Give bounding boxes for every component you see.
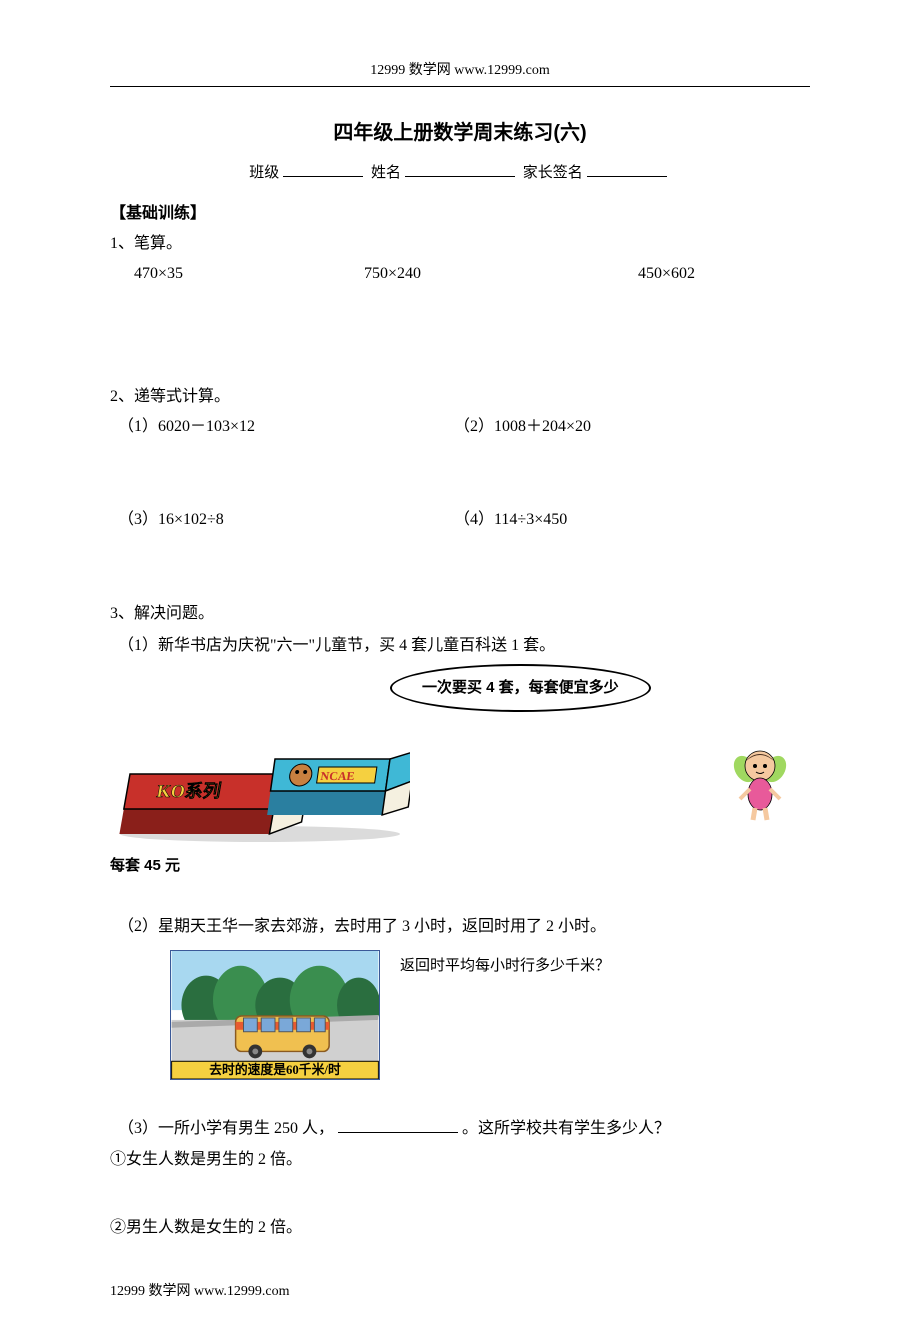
footer-site: 12999 数学网 www.12999.com [110, 1281, 810, 1303]
q3-3-blank[interactable] [338, 1132, 458, 1133]
price-label: 每套 45 元 [110, 854, 810, 878]
q3-2-question: 返回时平均每小时行多少千米？ [400, 950, 610, 978]
q2-item-3: （3）16×102÷8 [110, 507, 450, 533]
info-line: 班级 姓名 家长签名 [110, 161, 810, 185]
workspace-q3-3a [110, 1179, 810, 1209]
q1-item-3: 450×602 [638, 261, 695, 287]
workspace-q3-1 [110, 878, 810, 908]
q3-3-text: （3）一所小学有男生 250 人， 。这所学校共有学生多少人？ [110, 1116, 810, 1142]
bus-scene-icon: 去时的速度是60千米/时 [170, 950, 380, 1080]
q3-3-prefix: （3）一所小学有男生 250 人， [118, 1120, 334, 1137]
workspace-q1 [110, 290, 810, 380]
page-title: 四年级上册数学周末练习(六) [110, 117, 810, 149]
q1-item-1: 470×35 [110, 261, 360, 287]
bubble-text: 一次要买 4 套，每套便宜多少 [422, 679, 619, 696]
q3-3-opt2: ②男生人数是女生的 2 倍。 [110, 1215, 810, 1241]
q2-row-1: （1）6020－103×12 （2）1008＋204×20 [110, 414, 810, 440]
q1-items: 470×35 750×240 450×602 [110, 261, 810, 287]
sign-label: 家长签名 [523, 165, 583, 181]
q2-item-4: （4）114÷3×450 [454, 507, 567, 533]
svg-text:KO系列: KO系列 [155, 781, 222, 801]
books-figure-row: KO系列 NCAE [110, 724, 810, 844]
svg-text:NCAE: NCAE [320, 769, 356, 783]
q3-3-suffix: 。这所学校共有学生多少人？ [462, 1120, 670, 1137]
section-basic-training: 【基础训练】 [110, 201, 810, 227]
name-label: 姓名 [371, 165, 401, 181]
q2-row-2: （3）16×102÷8 （4）114÷3×450 [110, 507, 810, 533]
q2-item-2: （2）1008＋204×20 [454, 414, 591, 440]
name-blank[interactable] [405, 176, 515, 177]
bus-caption: 去时的速度是60千米/时 [209, 1062, 341, 1077]
q1-item-2: 750×240 [364, 261, 634, 287]
q3-label: 3、解决问题。 [110, 601, 810, 627]
class-label: 班级 [249, 165, 279, 181]
q2-label: 2、递等式计算。 [110, 384, 810, 410]
header-site: 12999 数学网 www.12999.com [110, 60, 810, 82]
sign-blank[interactable] [587, 176, 667, 177]
workspace-q3-2 [110, 1090, 810, 1110]
q1-label: 1、笔算。 [110, 231, 810, 257]
q3-3-opt1: ①女生人数是男生的 2 倍。 [110, 1147, 810, 1173]
books-icon: KO系列 NCAE [110, 734, 410, 844]
q2-item-1: （1）6020－103×12 [110, 414, 450, 440]
child-icon [730, 744, 790, 824]
class-blank[interactable] [283, 176, 363, 177]
speech-bubble: 一次要买 4 套，每套便宜多少 [390, 664, 651, 712]
bus-figure: 去时的速度是60千米/时 返回时平均每小时行多少千米？ [170, 950, 810, 1080]
workspace-q2b [110, 537, 810, 597]
header-rule [110, 86, 810, 87]
workspace-q2a [110, 443, 810, 503]
q3-1-text: （1）新华书店为庆祝"六一"儿童节，买 4 套儿童百科送 1 套。 [110, 633, 810, 659]
q3-2-text: （2）星期天王华一家去郊游，去时用了 3 小时，返回时用了 2 小时。 [110, 914, 810, 940]
bubble-container: 一次要买 4 套，每套便宜多少 [110, 664, 810, 714]
